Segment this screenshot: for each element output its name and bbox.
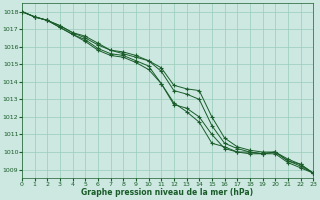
X-axis label: Graphe pression niveau de la mer (hPa): Graphe pression niveau de la mer (hPa) — [82, 188, 254, 197]
